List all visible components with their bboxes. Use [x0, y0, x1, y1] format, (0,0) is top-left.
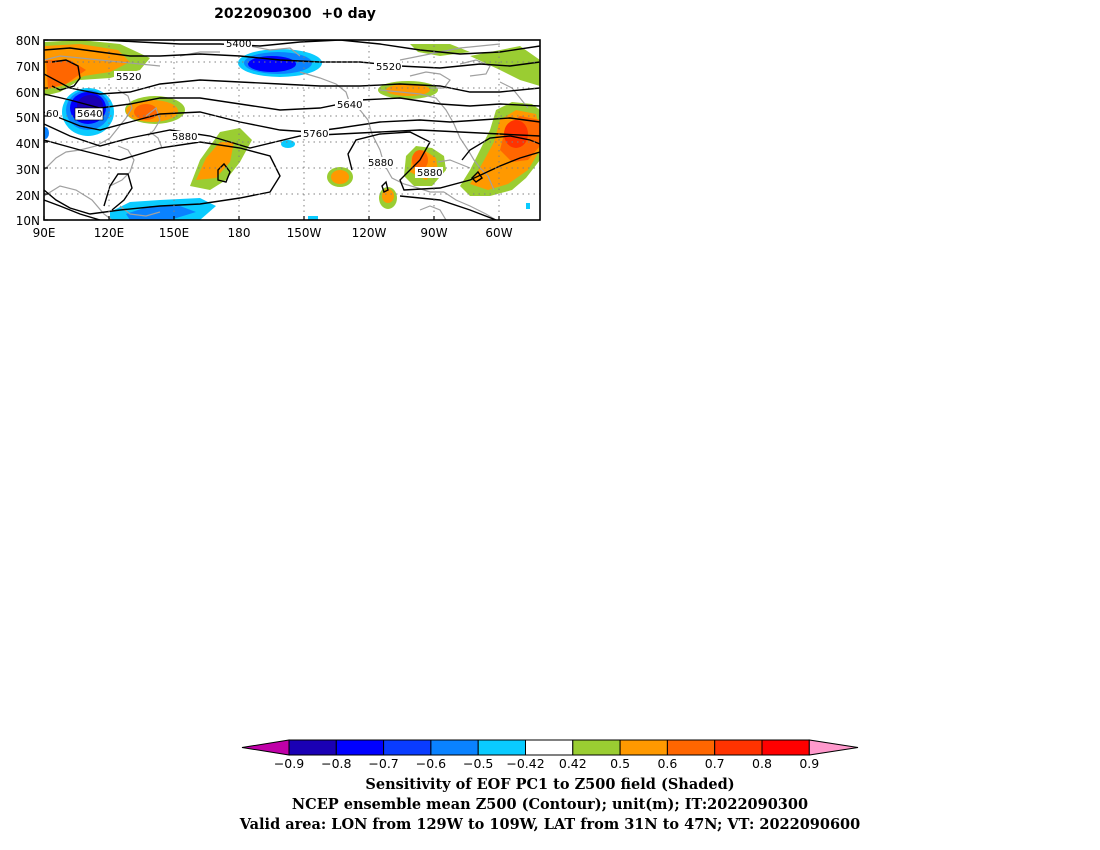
- lat-label: 50N: [16, 111, 40, 125]
- contour-label: 5640: [77, 109, 102, 120]
- lon-label: 90W: [420, 226, 447, 240]
- lon-label: 120E: [94, 226, 125, 240]
- colorbar-box: [477, 739, 527, 756]
- lat-label: 70N: [16, 60, 40, 74]
- colorbar-box: [666, 739, 716, 756]
- map-title: 2022090300 +0 day: [214, 6, 376, 22]
- lon-label: 150E: [159, 226, 190, 240]
- colorbar-box: [525, 739, 574, 756]
- contour-label: 5400: [226, 39, 251, 50]
- colorbar-tick-label: −0.6: [416, 756, 446, 771]
- contour-labels: 5400 5520 5520 5640 5640 5760 5880 5880 …: [45, 39, 443, 179]
- coastlines: [44, 40, 529, 220]
- colorbar-tick-label: 0.5: [610, 756, 630, 771]
- caption-line-2: NCEP ensemble mean Z500 (Contour); unit(…: [291, 796, 809, 813]
- colorbar-tick-label: −0.7: [368, 756, 398, 771]
- colorbar-tick-labels: −0.9 −0.8 −0.7 −0.6 −0.5 −0.42 0.42 0.5 0.6 0.7 0.…: [274, 756, 819, 771]
- contour-label: 5880: [417, 168, 442, 179]
- lon-label: 120W: [352, 226, 387, 240]
- colorbar-box: [572, 739, 621, 756]
- colorbar-box: [430, 739, 479, 756]
- lon-label: 60W: [485, 226, 512, 240]
- colorbar-right-arrow: [808, 739, 859, 756]
- contour-label: 5640: [337, 100, 362, 111]
- colorbar-box: [619, 739, 668, 756]
- lon-labels: 90E 120E 150E 180 150W 120W 90W 60W: [33, 226, 513, 240]
- colorbar-tick-label: −0.9: [274, 756, 304, 771]
- caption-line-1: Sensitivity of EOF PC1 to Z500 field (Sh…: [365, 776, 735, 793]
- contour-label: 5520: [116, 72, 141, 83]
- lat-label: 30N: [16, 163, 40, 177]
- colorbar-box: [714, 739, 763, 756]
- colorbar-tick-label: 0.9: [799, 756, 819, 771]
- colorbar-box: [335, 739, 385, 756]
- lat-label: 10N: [16, 214, 40, 228]
- contour-label: 5880: [172, 132, 197, 143]
- lat-labels: 80N 70N 60N 50N 40N 30N 20N 10N: [16, 34, 40, 228]
- colorbar-tick-label: −0.8: [321, 756, 351, 771]
- map-frame: [43, 39, 541, 221]
- colorbar: −0.9 −0.8 −0.7 −0.6 −0.5 −0.42 0.42 0.5 0.6 0.7 0.…: [241, 739, 859, 771]
- colorbar-tick-label: −0.5: [463, 756, 493, 771]
- colorbar-left-arrow: [241, 739, 290, 756]
- colorbar-tick-label: 0.42: [559, 756, 587, 771]
- map-panel: 5400 5520 5520 5640 5640 5760 5880 5880 …: [16, 34, 541, 240]
- lat-label: 40N: [16, 137, 40, 151]
- colorbar-box: [288, 739, 337, 756]
- lon-label: 150W: [287, 226, 322, 240]
- lat-label: 60N: [16, 86, 40, 100]
- colorbar-box: [383, 739, 432, 756]
- grid-lines: [44, 40, 540, 220]
- contour-label: 5520: [376, 62, 401, 73]
- colorbar-tick-label: −0.42: [506, 756, 544, 771]
- colorbar-boxes: [241, 739, 859, 756]
- lon-label: 90E: [33, 226, 56, 240]
- contour-label: 5760: [303, 129, 328, 140]
- z500-contours: [44, 40, 540, 220]
- contour-label: 5880: [368, 158, 393, 169]
- lon-label: 180: [228, 226, 251, 240]
- colorbar-tick-label: 0.6: [657, 756, 677, 771]
- colorbar-box: [761, 739, 810, 756]
- colorbar-tick-label: 0.8: [752, 756, 772, 771]
- contour-label: 60: [46, 109, 59, 120]
- lat-label: 20N: [16, 189, 40, 203]
- colorbar-tick-label: 0.7: [705, 756, 725, 771]
- axis-ticks: [43, 39, 500, 221]
- caption-line-3: Valid area: LON from 129W to 109W, LAT f…: [239, 816, 861, 833]
- lat-label: 80N: [16, 34, 40, 48]
